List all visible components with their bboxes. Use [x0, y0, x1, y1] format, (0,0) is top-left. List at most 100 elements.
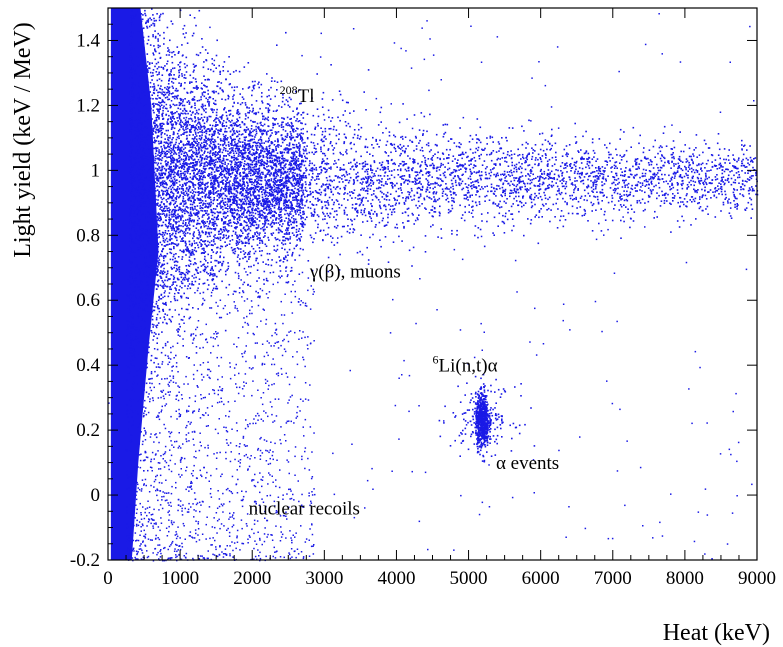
scatter-point-2384 [275, 200, 278, 202]
scatter-point-2486 [366, 220, 369, 222]
scatter-point-1736 [172, 255, 175, 258]
scatter-point-2430 [282, 121, 284, 123]
scatter-point-2058 [131, 175, 134, 177]
scatter-point-3941 [145, 266, 147, 268]
scatter-point-4261 [644, 157, 647, 160]
scatter-point-191 [663, 125, 666, 128]
scatter-point-4726 [554, 216, 556, 218]
scatter-point-4238 [132, 32, 134, 34]
scatter-point-1532 [324, 154, 327, 157]
scatter-point-1496 [345, 172, 348, 174]
scatter-point-2084 [556, 178, 559, 181]
scatter-point-2925 [431, 156, 433, 159]
scatter-point-4035 [296, 108, 298, 110]
scatter-point-4320 [396, 223, 398, 226]
scatter-point-920 [430, 209, 432, 211]
scatter-point-863 [168, 216, 170, 219]
scatter-point-1240 [147, 284, 149, 286]
scatter-point-4015 [182, 199, 184, 202]
scatter-point-4742 [487, 212, 489, 214]
scatter-point-4863 [155, 318, 158, 321]
scatter-point-4259 [132, 148, 135, 151]
scatter-point-4656 [209, 145, 211, 148]
scatter-point-2265 [130, 292, 133, 295]
scatter-point-4523 [131, 178, 134, 180]
scatter-point-2715 [513, 153, 516, 155]
scatter-point-4928 [546, 148, 548, 151]
scatter-point-1136 [546, 209, 548, 211]
scatter-point-4621 [152, 141, 155, 144]
scatter-point-3286 [156, 168, 159, 170]
scatter-point-377 [335, 134, 338, 137]
scatter-point-1130 [450, 194, 452, 196]
scatter-point-576 [359, 135, 362, 138]
scatter-point-1582 [544, 197, 547, 200]
scatter-point-1606 [421, 174, 424, 176]
scatter-point-3446 [129, 179, 132, 181]
scatter-point-2077 [493, 216, 496, 219]
scatter-point-2564 [349, 125, 351, 128]
scatter-point-3276 [154, 196, 156, 198]
scatter-point-4159 [379, 168, 382, 171]
scatter-point-2368 [394, 204, 397, 206]
scatter-point-2030 [549, 149, 551, 151]
scatter-point-2454 [224, 186, 226, 188]
scatter-point-2330 [225, 170, 228, 173]
scatter-point-1651 [138, 244, 141, 246]
scatter-point-441 [420, 164, 422, 166]
scatter-point-2530 [251, 209, 254, 211]
scatter-point-4935 [522, 196, 524, 198]
scatter-point-4747 [513, 189, 516, 191]
scatter-point-2773 [647, 187, 650, 189]
scatter-point-2250 [139, 149, 142, 151]
scatter-point-2804 [182, 133, 184, 135]
scatter-point-4154 [305, 150, 307, 152]
scatter-point-3419 [429, 113, 431, 116]
scatter-point-3547 [633, 177, 635, 179]
scatter-point-4547 [129, 99, 132, 102]
scatter-point-4506 [141, 39, 144, 42]
scatter-point-1494 [469, 134, 472, 137]
scatter-point-1876 [364, 176, 367, 178]
scatter-point-3284 [173, 235, 176, 237]
scatter-point-1292 [692, 162, 694, 165]
scatter-point-3137 [523, 130, 525, 132]
scatter-point-2585 [415, 145, 418, 147]
scatter-point-89 [355, 173, 357, 175]
scatter-point-3360 [271, 259, 273, 261]
scatter-point-4866 [141, 59, 144, 61]
scatter-point-774 [157, 285, 159, 288]
scatter-point-4817 [413, 194, 416, 197]
scatter-point-416 [555, 169, 557, 171]
scatter-point-2592 [148, 267, 150, 270]
scatter-point-194 [171, 192, 174, 194]
scatter-point-1963 [598, 138, 601, 140]
scatter-point-3013 [186, 249, 188, 251]
scatter-point-3976 [303, 146, 306, 148]
scatter-point-2120 [411, 265, 413, 267]
scatter-point-3869 [479, 177, 482, 180]
scatter-point-665 [163, 292, 166, 294]
scatter-point-2174 [572, 184, 574, 186]
scatter-point-2577 [194, 65, 196, 67]
scatter-point-4171 [595, 167, 597, 169]
scatter-point-3631 [281, 100, 284, 103]
scatter-point-367 [539, 148, 542, 151]
scatter-point-1261 [178, 220, 180, 223]
scatter-point-3505 [673, 146, 676, 149]
scatter-point-104 [522, 156, 524, 158]
scatter-point-2028 [268, 239, 270, 241]
scatter-point-3119 [575, 141, 578, 143]
scatter-point-4236 [151, 218, 153, 220]
scatter-point-2567 [366, 246, 368, 249]
scatter-point-1302 [486, 143, 488, 145]
scatter-point-3086 [149, 300, 151, 302]
scatter-point-2630 [143, 161, 145, 164]
scatter-point-274 [170, 116, 172, 118]
scatter-point-1322 [179, 61, 182, 63]
scatter-point-1703 [161, 115, 164, 117]
scatter-point-2284 [130, 434, 132, 436]
scatter-point-4217 [132, 260, 135, 262]
scatter-point-3877 [461, 180, 464, 183]
scatter-point-4806 [439, 158, 441, 161]
